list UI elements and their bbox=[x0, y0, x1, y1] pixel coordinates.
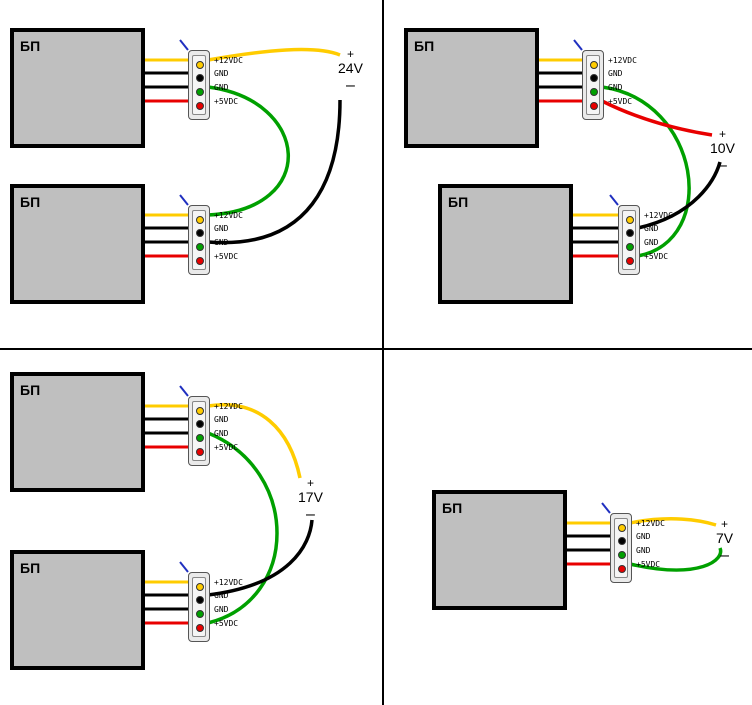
pin-label: GND bbox=[214, 591, 228, 600]
output-label-bl: + 17V – bbox=[298, 475, 323, 523]
pin-label: GND bbox=[636, 532, 650, 541]
pin-label: GND bbox=[214, 429, 228, 438]
output-label-br: + 7V – bbox=[716, 516, 733, 564]
pin-label: +5VDC bbox=[214, 443, 238, 452]
molex-connector bbox=[188, 50, 210, 120]
psu-box-bl-bot: БП bbox=[10, 550, 145, 670]
output-label-tl: + 24V – bbox=[338, 46, 363, 94]
minus-sign: – bbox=[718, 157, 727, 174]
psu-box-bl-top: БП bbox=[10, 372, 145, 492]
psu-label: БП bbox=[20, 38, 40, 54]
plus-sign: + bbox=[307, 476, 314, 490]
grid-vertical bbox=[382, 0, 384, 705]
pin-label: +5VDC bbox=[636, 560, 660, 569]
pin-label: +12VDC bbox=[214, 578, 243, 587]
pin-label: +5VDC bbox=[214, 252, 238, 261]
psu-box-br: БП bbox=[432, 490, 567, 610]
voltage-value: 24V bbox=[338, 60, 363, 76]
molex-connector bbox=[188, 396, 210, 466]
psu-label: БП bbox=[20, 560, 40, 576]
pin-label: GND bbox=[214, 605, 228, 614]
pin-label: +5VDC bbox=[644, 252, 668, 261]
pin-label: GND bbox=[644, 224, 658, 233]
pin-label: +12VDC bbox=[608, 56, 637, 65]
molex-connector bbox=[618, 205, 640, 275]
pin-label: +12VDC bbox=[636, 519, 665, 528]
molex-connector bbox=[610, 513, 632, 583]
psu-label: БП bbox=[20, 194, 40, 210]
psu-label: БП bbox=[442, 500, 462, 516]
molex-connector bbox=[582, 50, 604, 120]
pin-label: +5VDC bbox=[214, 619, 238, 628]
psu-box-tl-top: БП bbox=[10, 28, 145, 148]
pin-label: GND bbox=[214, 238, 228, 247]
voltage-value: 17V bbox=[298, 489, 323, 505]
molex-connector bbox=[188, 572, 210, 642]
minus-sign: – bbox=[720, 547, 729, 564]
psu-label: БП bbox=[20, 382, 40, 398]
pin-label: +12VDC bbox=[644, 211, 673, 220]
grid-horizontal bbox=[0, 348, 752, 350]
pin-label: +5VDC bbox=[214, 97, 238, 106]
psu-box-tl-bot: БП bbox=[10, 184, 145, 304]
pin-label: +12VDC bbox=[214, 402, 243, 411]
pin-label: +12VDC bbox=[214, 211, 243, 220]
pin-label: GND bbox=[636, 546, 650, 555]
plus-sign: + bbox=[719, 127, 726, 141]
minus-sign: – bbox=[346, 77, 355, 94]
pin-label: GND bbox=[214, 69, 228, 78]
pin-label: +5VDC bbox=[608, 97, 632, 106]
pin-label: GND bbox=[608, 69, 622, 78]
psu-box-tr-bot: БП bbox=[438, 184, 573, 304]
pin-label: GND bbox=[644, 238, 658, 247]
voltage-value: 10V bbox=[710, 140, 735, 156]
pin-label: +12VDC bbox=[214, 56, 243, 65]
pin-label: GND bbox=[214, 415, 228, 424]
diagram-canvas: БП БП БП БП БП БП БП bbox=[0, 0, 752, 705]
plus-sign: + bbox=[347, 47, 354, 61]
pin-label: GND bbox=[214, 224, 228, 233]
minus-sign: – bbox=[306, 506, 315, 523]
psu-label: БП bbox=[448, 194, 468, 210]
molex-connector bbox=[188, 205, 210, 275]
voltage-value: 7V bbox=[716, 530, 733, 546]
pin-label: GND bbox=[214, 83, 228, 92]
output-label-tr: + 10V – bbox=[710, 126, 735, 174]
pin-label: GND bbox=[608, 83, 622, 92]
psu-label: БП bbox=[414, 38, 434, 54]
plus-sign: + bbox=[721, 517, 728, 531]
psu-box-tr-top: БП bbox=[404, 28, 539, 148]
